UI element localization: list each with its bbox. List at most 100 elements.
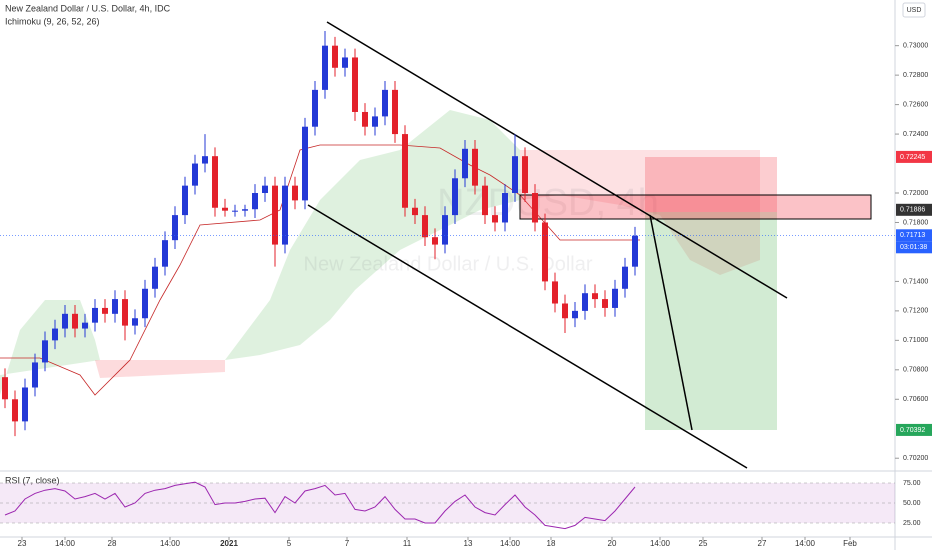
resistance-zone (519, 194, 872, 220)
y-tick-label: 0.70800 (903, 367, 928, 374)
countdown-box (896, 241, 932, 254)
y-tick-label: 0.71400 (903, 278, 928, 285)
candle-body (142, 288, 148, 319)
kijun-line (0, 144, 640, 396)
rsi-tick-label: 75.00 (903, 480, 921, 487)
target-zone (645, 212, 777, 430)
candle-body (502, 193, 508, 223)
candle-body (462, 148, 468, 179)
x-tick-label: 25 (699, 539, 708, 548)
candle-body (112, 299, 118, 314)
x-tick-label: 28 (108, 539, 117, 548)
candle-body (392, 89, 398, 135)
x-tick-label: 27 (758, 539, 767, 548)
candle-body (92, 307, 98, 323)
candle-body (612, 288, 618, 308)
candle-body (292, 185, 298, 201)
x-tick-label: Feb (843, 539, 857, 548)
candle-body (22, 387, 28, 422)
candle-body (582, 293, 588, 311)
candle-body (592, 293, 598, 300)
candle-body (122, 299, 128, 326)
candle-body (572, 310, 578, 319)
candle-body (442, 215, 448, 245)
cloud-red (520, 150, 760, 275)
x-tick-label: 14:00 (795, 539, 816, 548)
candle-body (322, 45, 328, 90)
x-tick-label: 11 (403, 539, 412, 548)
x-tick-label: 20 (608, 539, 617, 548)
candle-body (432, 237, 438, 245)
candle-body (562, 303, 568, 319)
candle-body (382, 89, 388, 117)
x-tick-label: 2021 (220, 539, 238, 548)
rsi-title: RSI (7, close) (5, 475, 60, 485)
chart-title: New Zealand Dollar / U.S. Dollar, 4h, ID… (5, 3, 171, 13)
trend-line (326, 21, 788, 299)
stop-zone (645, 157, 777, 212)
candle-body (32, 362, 38, 388)
candle-body (192, 163, 198, 186)
currency[interactable]: USD (907, 7, 922, 14)
y-tick-label: 0.71000 (903, 337, 928, 344)
candle-body (402, 134, 408, 208)
candle-body (162, 240, 168, 267)
candle-body (212, 156, 218, 208)
x-tick-label: 14:00 (650, 539, 671, 548)
y-tick-label: 0.72600 (903, 101, 928, 108)
y-tick-label: 0.71200 (903, 308, 928, 315)
candle-body (282, 185, 288, 245)
y-tick-label: 0.72000 (903, 190, 928, 197)
candle-body (412, 207, 418, 216)
candle-body (102, 307, 108, 314)
candle-body (632, 235, 638, 267)
price-tag-label: 0.71713 (900, 232, 925, 239)
y-tick-label: 0.70200 (903, 455, 928, 462)
candle-body (332, 45, 338, 68)
candle-body (372, 116, 378, 127)
watermark: NZDUSD, 4h (437, 182, 659, 224)
candle-body (152, 266, 158, 289)
projection-line (649, 214, 693, 431)
candle-body (602, 299, 608, 308)
candle-body (262, 185, 268, 194)
candle-body (482, 185, 488, 216)
currency-button[interactable] (902, 2, 926, 18)
candle-body (312, 89, 318, 127)
candle-body (512, 156, 518, 194)
drawings (307, 21, 872, 469)
price-tag (896, 229, 932, 242)
price-tag-label: 0.71886 (900, 207, 925, 214)
candle-body (302, 126, 308, 201)
price-tag (896, 203, 932, 216)
candle-body (362, 111, 368, 127)
countdown: 03:01:38 (900, 244, 927, 251)
candle-body (552, 281, 558, 304)
candle-body (62, 313, 68, 329)
candle-body (232, 210, 238, 212)
y-tick-label: 0.72400 (903, 131, 928, 138)
candle-body (222, 207, 228, 211)
price-tag-label: 0.72245 (900, 154, 925, 161)
rsi-tick-label: 25.00 (903, 520, 921, 527)
candle-body (532, 193, 538, 223)
candle-body (352, 57, 358, 112)
candle-body (522, 156, 528, 194)
candle-body (202, 156, 208, 164)
candle-body (2, 377, 8, 400)
candle-body (422, 215, 428, 238)
candle-body (52, 328, 58, 341)
candle-body (42, 340, 48, 363)
candle-body (182, 185, 188, 216)
candle-body (252, 193, 258, 210)
candle-body (12, 399, 18, 422)
price-tag (896, 150, 932, 163)
candle-body (72, 313, 78, 329)
y-tick-label: 0.73000 (903, 43, 928, 50)
candle-body (82, 322, 88, 329)
indicator-label: Ichimoku (9, 26, 52, 26) (5, 16, 100, 26)
x-tick-label: 18 (547, 539, 556, 548)
rsi-tick-label: 50.00 (903, 500, 921, 507)
x-tick-label: 14:00 (55, 539, 76, 548)
